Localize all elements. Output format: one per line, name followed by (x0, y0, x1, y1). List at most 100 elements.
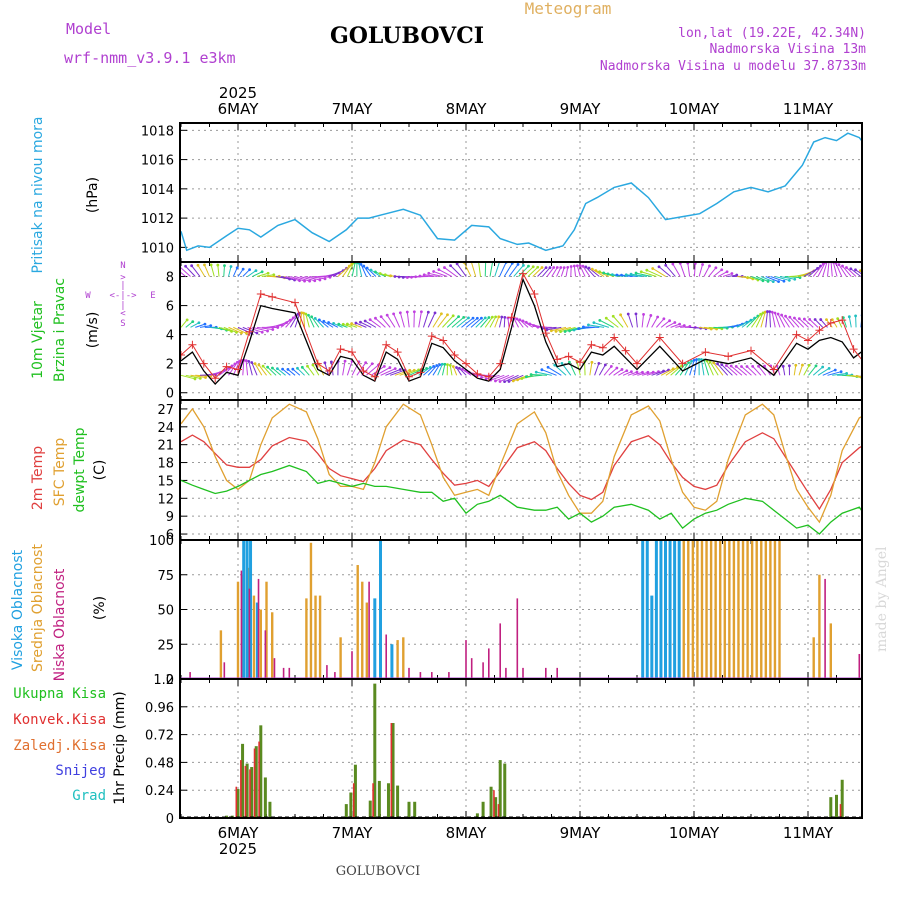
gust-marker (188, 340, 197, 349)
wind-arrow-head (578, 264, 582, 268)
wind-arrow-head (682, 324, 686, 327)
y-tick-label: 1010 (141, 241, 174, 256)
wind-arrow (635, 313, 638, 328)
wind-arrow (287, 369, 296, 376)
y-tick-label: 21 (157, 439, 174, 454)
wind-arrow (355, 322, 367, 328)
wind-arrow (595, 270, 610, 277)
wind-arrow (418, 311, 422, 328)
wind-arrow (197, 264, 206, 277)
wind-arrow-head (784, 314, 787, 318)
wind-arrow-head (671, 262, 675, 266)
wind-arrow-head (323, 361, 327, 365)
wind-arrow (478, 262, 481, 277)
gust-marker (701, 348, 710, 357)
wind-arrow (755, 312, 764, 328)
wind-arrow-head (418, 274, 422, 278)
gust-marker (826, 319, 835, 328)
wind-arrow-head (575, 264, 579, 268)
y-tick-label: 1012 (141, 212, 174, 227)
wind-arrow-head (462, 315, 466, 319)
cloud-low-bar (189, 672, 191, 679)
wind-arrow-head (503, 380, 506, 384)
wind-arrow-head (534, 370, 538, 374)
wind-arrow (195, 323, 206, 328)
wind-arrow (318, 363, 325, 376)
y-tick-label: 75 (157, 569, 174, 584)
wind-arrow-head (656, 315, 660, 319)
wind-arrow-head (261, 364, 265, 368)
wind-arrow-head (286, 368, 290, 371)
wind-arrow-head (845, 266, 848, 269)
wind-arrow-head (446, 363, 449, 367)
cloud-high-bar (245, 540, 249, 679)
wind-arrow-head (197, 321, 201, 325)
wind-arrow-head (568, 329, 571, 333)
wind-arrow-head (602, 271, 606, 275)
wind-arrow-head (203, 322, 207, 326)
wind-arrow (294, 276, 310, 282)
temp-ylabel: (C) (92, 460, 108, 481)
cloud-mid-bar (723, 540, 726, 679)
cloud-mid-bar (705, 540, 708, 679)
wind-arrow (603, 366, 612, 376)
y-tick-label: 25 (157, 638, 174, 653)
wind-arrow-head (664, 263, 668, 267)
wind-arrow (204, 264, 210, 277)
wind-arrow (588, 324, 605, 328)
wind-arrow-head (266, 365, 270, 369)
wind-arrow-head (247, 360, 251, 363)
wind-arrow (519, 319, 529, 328)
wind-arrow (576, 265, 581, 277)
wind-arrow (646, 315, 652, 328)
wind-arrow (508, 374, 524, 382)
wind-arrow-head (364, 361, 368, 365)
top-day-label: 11MAY (783, 100, 834, 118)
cloud-low-bar (499, 623, 501, 679)
cloud-low-bar (419, 672, 422, 679)
wind-arrow (406, 312, 410, 328)
precip-conv-bar (244, 765, 247, 818)
cloud-high-bar (379, 540, 382, 679)
y-tick-label: 15 (157, 474, 174, 489)
wind-arrow-head (839, 370, 843, 374)
wind-arrow (717, 363, 729, 376)
gust-marker (872, 363, 880, 371)
wind-arrow-head (191, 320, 195, 324)
wind-arrow (784, 276, 801, 279)
wind-arrow (218, 326, 232, 332)
wind-arrow-head (518, 318, 522, 322)
wind-arrow (585, 266, 595, 277)
wind-arrow (860, 374, 862, 377)
wind-arrow-head (735, 273, 739, 277)
wind-arrow-head (291, 367, 295, 371)
wind-arrow (675, 324, 685, 328)
wind-arrow-head (610, 273, 614, 277)
precip-total-bar (377, 780, 381, 818)
wind-arrow-head (427, 271, 431, 275)
svg-text:|: | (120, 301, 125, 311)
wind-arrow-head (597, 362, 601, 365)
wind-arrow-head (253, 362, 257, 366)
wind-arrow-head (569, 265, 573, 268)
wind-arrow (330, 361, 334, 376)
cloud-mid-bar (829, 623, 832, 679)
wind-arrow (489, 316, 497, 328)
wind-arrow (699, 326, 712, 330)
cloud-mid-bar (778, 540, 781, 679)
wind-arrow-head (577, 327, 581, 331)
wind-arrow (679, 263, 686, 277)
bottom-day-label: 11MAY (783, 824, 834, 842)
wind-arrow (210, 264, 215, 277)
wind-arrow (689, 360, 695, 376)
cloud-mid-bar (728, 540, 731, 679)
wind-arrow (752, 366, 762, 376)
cloud-mid-bar (737, 540, 740, 679)
wind-arrow-head (581, 325, 585, 329)
cloud-low-bar (334, 672, 336, 679)
wind-arrow-head (317, 318, 321, 322)
wind-arrow (328, 322, 339, 328)
wind-arrow-head (303, 279, 306, 283)
wind-arrow (803, 267, 818, 277)
wind-arrow-head (740, 365, 743, 368)
